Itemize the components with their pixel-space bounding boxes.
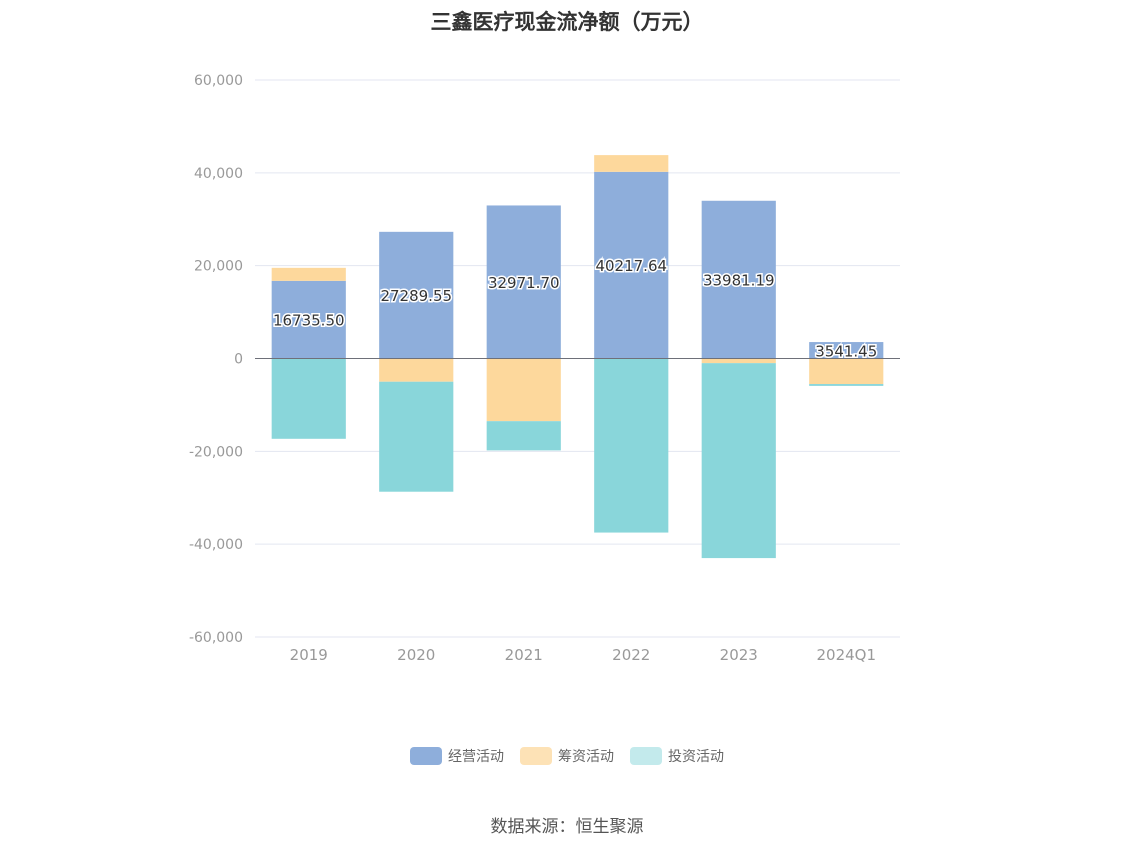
bar-series [271,155,884,559]
bar-segment-投资活动[interactable] [486,421,561,451]
y-tick-label: -40,000 [189,537,243,553]
bar-segment-经营活动[interactable] [594,171,669,359]
data-label: 16735.50 [273,312,345,330]
x-tick-label: 2024Q1 [816,646,876,664]
x-axis-ticks: 2019 2020 2021 2022 2023 2024Q1 [290,646,876,664]
bar-segment-投资活动[interactable] [809,384,884,386]
chart-title: 三鑫医疗现金流净额（万元） [430,10,704,34]
legend: 经营活动 筹资活动 投资活动 [0,746,1134,766]
bar-segment-经营活动[interactable] [486,205,561,359]
legend-swatch-operating [410,747,442,765]
data-label: 33981.19 [703,272,775,290]
grid-lines [255,79,900,638]
bar-segment-筹资活动[interactable] [486,358,561,422]
data-label: 3541.45 [815,342,877,360]
legend-item-operating[interactable]: 经营活动 [410,746,504,766]
bar-segment-投资活动[interactable] [701,363,776,559]
bar-segment-筹资活动[interactable] [271,267,346,281]
bar-segment-筹资活动[interactable] [379,358,454,382]
y-axis-ticks: 60,000 40,000 20,000 0 -20,000 -40,000 -60,000 [189,73,243,646]
bar-segment-投资活动[interactable] [379,381,454,492]
data-labels: 16735.50 27289.55 32971.70 40217.64 33981.19… [271,256,878,362]
bar-segment-经营活动[interactable] [701,200,776,359]
bar-segment-经营活动[interactable] [379,231,454,359]
x-tick-label: 2023 [720,646,758,664]
bar-segment-投资活动[interactable] [594,358,669,533]
bar-segment-经营活动[interactable] [271,280,346,359]
y-tick-label: -60,000 [189,630,243,646]
bar-segment-筹资活动[interactable] [594,155,669,172]
y-tick-label: 60,000 [194,73,243,89]
legend-label-financing: 筹资活动 [558,749,614,765]
y-tick-label: 0 [234,352,243,368]
legend-label-operating: 经营活动 [448,749,504,765]
legend-item-financing[interactable]: 筹资活动 [520,746,614,766]
legend-label-investing: 投资活动 [668,749,724,765]
legend-swatch-investing [630,747,662,765]
y-tick-label: -20,000 [189,444,243,460]
bar-segment-筹资活动[interactable] [809,358,884,385]
data-label: 40217.64 [595,257,667,275]
y-tick-label: 40,000 [194,166,243,182]
y-tick-label: 20,000 [194,259,243,275]
x-tick-label: 2022 [612,646,650,664]
x-tick-label: 2021 [505,646,543,664]
x-tick-label: 2019 [290,646,328,664]
legend-swatch-financing [520,747,552,765]
data-source-note: 数据来源：恒生聚源 [490,817,644,837]
data-label: 27289.55 [380,287,452,305]
bar-segment-经营活动[interactable] [809,342,884,359]
legend-item-investing[interactable]: 投资活动 [630,746,724,766]
bar-segment-投资活动[interactable] [271,358,346,439]
bar-segment-筹资活动[interactable] [701,358,776,364]
data-label: 32971.70 [488,274,560,292]
x-tick-label: 2020 [397,646,435,664]
